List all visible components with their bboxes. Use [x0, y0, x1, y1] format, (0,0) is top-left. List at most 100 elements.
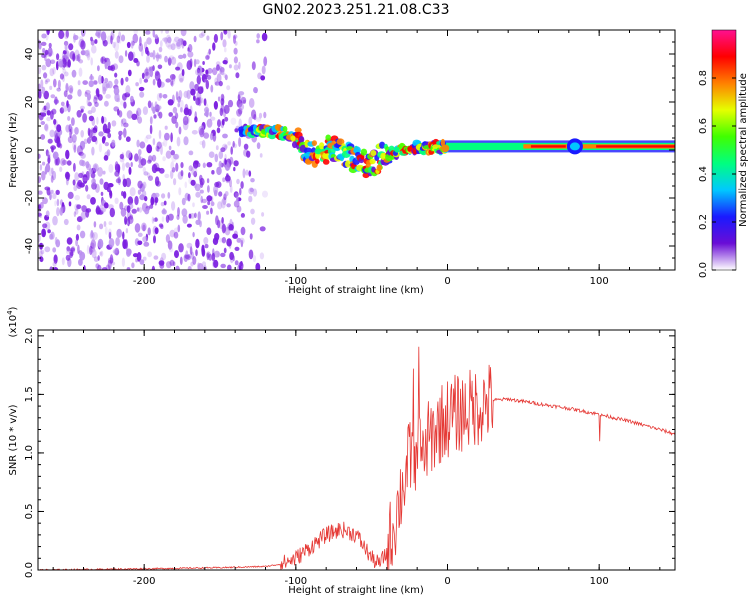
noise-dot	[256, 142, 261, 150]
noise-dot	[108, 221, 113, 226]
noise-dot	[107, 121, 111, 131]
noise-dot	[144, 196, 148, 202]
noise-dot	[157, 64, 163, 70]
noise-dot	[79, 251, 86, 261]
noise-dot	[41, 53, 47, 58]
noise-dot	[40, 79, 44, 89]
noise-dot	[50, 59, 56, 65]
noise-dot	[151, 216, 155, 224]
noise-dot	[165, 78, 171, 83]
noise-dot	[194, 183, 201, 192]
noise-dot	[52, 67, 56, 75]
noise-dot	[201, 139, 206, 149]
noise-dot	[46, 110, 51, 116]
noise-dot	[96, 116, 99, 125]
y-tick-label: 0	[24, 147, 35, 153]
noise-dot	[80, 130, 84, 138]
noise-dot	[97, 238, 104, 249]
snr-y-multiplier-exp: 4	[6, 310, 14, 315]
noise-dot	[158, 92, 163, 99]
noise-dot	[190, 261, 194, 267]
noise-dot	[190, 167, 195, 176]
noise-dot	[93, 221, 97, 228]
noise-dot	[206, 178, 210, 184]
noise-dot	[230, 146, 233, 155]
noise-dot	[42, 223, 48, 229]
y-tick-label: 0.5	[24, 504, 35, 520]
noise-dot	[60, 158, 66, 166]
noise-dot	[38, 204, 41, 213]
noise-dot	[118, 130, 123, 136]
noise-dot	[160, 202, 165, 207]
x-tick-label: 0	[444, 276, 450, 287]
ridge-band-peak	[530, 145, 566, 148]
noise-dot	[119, 156, 125, 163]
noise-dot	[42, 48, 46, 53]
noise-dot	[137, 180, 143, 189]
noise-dot	[55, 239, 61, 248]
noise-dot	[171, 167, 176, 173]
noise-dot	[195, 191, 201, 198]
noise-dot	[238, 103, 245, 111]
noise-dot	[209, 116, 216, 121]
y-tick-label: 40	[24, 48, 35, 61]
noise-dot	[114, 197, 119, 204]
colorbar-ticks: 0.0 0.2 0.4 0.6 0.8	[698, 70, 736, 278]
noise-dot	[168, 112, 173, 117]
noise-dot	[223, 30, 228, 35]
noise-dot	[187, 47, 190, 52]
noise-dot	[50, 231, 55, 240]
noise-dot	[197, 86, 204, 94]
y-tick-label: -40	[24, 238, 35, 254]
noise-dot	[152, 106, 156, 114]
noise-dot	[87, 93, 91, 101]
noise-dot	[249, 233, 253, 240]
noise-dot	[95, 205, 100, 215]
noise-dot	[238, 137, 242, 148]
noise-dot	[174, 250, 179, 259]
noise-dot	[203, 237, 209, 245]
noise-dot	[104, 77, 109, 84]
noise-dot	[90, 230, 94, 238]
noise-dot	[53, 78, 57, 88]
noise-dot	[64, 171, 70, 180]
noise-dot	[130, 40, 134, 49]
noise-dot	[210, 84, 214, 93]
noise-dot	[208, 74, 211, 80]
noise-dot	[151, 265, 155, 270]
noise-dot	[39, 255, 43, 262]
noise-dot	[192, 167, 198, 176]
x-tick-label: -200	[133, 576, 156, 587]
noise-dot	[235, 72, 240, 79]
noise-dot	[220, 263, 226, 269]
noise-dot	[112, 249, 118, 254]
noise-dot	[177, 102, 180, 108]
noise-dot	[233, 160, 239, 167]
noise-dot	[152, 78, 156, 86]
noise-dot	[187, 193, 191, 202]
noise-dot	[91, 106, 96, 113]
noise-dot	[115, 178, 121, 184]
noise-dot	[65, 178, 69, 186]
noise-dot	[88, 115, 94, 122]
y-tick-label: 1.0	[24, 445, 35, 461]
noise-dot	[248, 195, 253, 203]
noise-dot	[47, 46, 53, 57]
noise-dot	[65, 30, 69, 38]
noise-dot	[108, 163, 114, 173]
noise-dot	[122, 239, 127, 250]
noise-dot	[240, 213, 245, 218]
noise-dot	[183, 90, 189, 98]
noise-dot	[160, 142, 165, 147]
noise-dot	[113, 41, 120, 52]
noise-dot	[129, 187, 136, 197]
noise-dot	[126, 205, 131, 213]
noise-dot	[154, 196, 159, 204]
noise-dot	[207, 185, 210, 193]
noise-dot	[140, 47, 144, 57]
noise-dot	[120, 34, 126, 42]
noise-dot	[127, 215, 134, 225]
noise-dot	[95, 183, 100, 193]
x-tick-label: -100	[284, 576, 307, 587]
noise-dot	[108, 238, 115, 248]
